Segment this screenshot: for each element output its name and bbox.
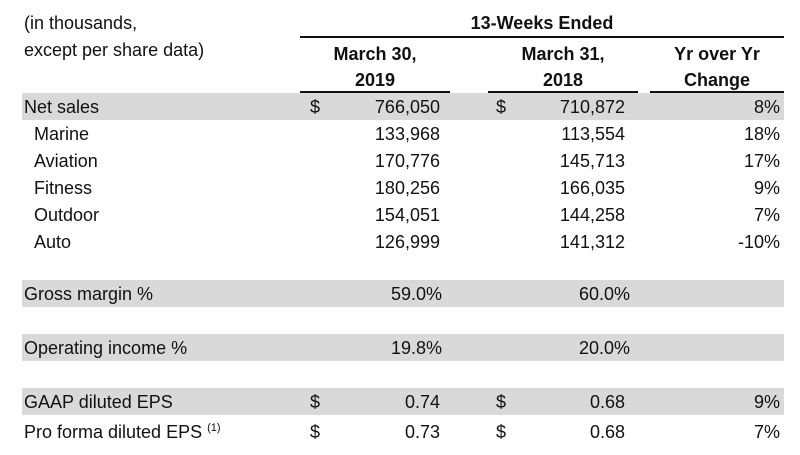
net-sales-row-bg (22, 93, 784, 120)
marine-change: 18% (743, 124, 780, 144)
proforma-eps-2018-value: 0.68 (589, 422, 625, 442)
net-sales-2019-currency: $ (310, 97, 321, 117)
proforma-eps-change: 7% (753, 422, 780, 442)
gaap-eps-2019-value: 0.74 (404, 392, 440, 412)
fitness-2018-value: 166,035 (559, 178, 625, 198)
gaap-eps-change: 9% (753, 392, 780, 412)
marine-label: Marine (34, 124, 90, 144)
outdoor-change: 7% (753, 205, 780, 225)
outdoor-label: Outdoor (34, 205, 100, 225)
net-sales-change: 8% (753, 97, 780, 117)
gross-margin-row-bg (22, 280, 784, 307)
period-rule (300, 36, 784, 38)
col-2019-header-line2: 2019 (354, 70, 396, 90)
units-note-line1: (in thousands, (24, 13, 138, 33)
operating-income-row-bg (22, 334, 784, 361)
net-sales-label: Net sales (24, 97, 100, 117)
net-sales-2019-value: 766,050 (374, 97, 440, 117)
gaap-eps-2019-currency: $ (310, 392, 321, 412)
period-title: 13-Weeks Ended (470, 13, 614, 33)
proforma-eps-label-text: Pro forma diluted EPS (24, 422, 203, 442)
aviation-label: Aviation (34, 151, 98, 171)
net-sales-2018-currency: $ (496, 97, 507, 117)
gross-margin-2018-value: 60.0% (578, 284, 630, 304)
proforma-eps-footnote: (1) (207, 422, 221, 434)
gaap-eps-2018-currency: $ (496, 392, 507, 412)
gross-margin-label: Gross margin % (24, 284, 154, 304)
col-change-rule (650, 91, 784, 93)
outdoor-2019-value: 154,051 (374, 205, 440, 225)
col-2019-rule (300, 91, 450, 93)
marine-2019-value: 133,968 (374, 124, 440, 144)
aviation-2018-value: 145,713 (559, 151, 625, 171)
marine-2018-value: 113,554 (561, 124, 625, 144)
fitness-label: Fitness (34, 178, 93, 198)
fitness-change: 9% (753, 178, 780, 198)
proforma-eps-2019-currency: $ (310, 422, 321, 442)
col-change-header-line1: Yr over Yr (674, 44, 760, 64)
auto-label: Auto (34, 232, 72, 252)
gaap-eps-label: GAAP diluted EPS (24, 392, 173, 412)
auto-change: -10% (737, 232, 780, 252)
operating-income-2019-value: 19.8% (390, 338, 442, 358)
outdoor-2018-value: 144,258 (559, 205, 625, 225)
aviation-change: 17% (743, 151, 780, 171)
col-2018-header-line2: 2018 (542, 70, 584, 90)
col-change-header-line2: Change (683, 70, 750, 90)
col-2018-rule (488, 91, 638, 93)
units-note-line2: except per share data) (24, 40, 205, 60)
gross-margin-2019-value: 59.0% (390, 284, 442, 304)
gaap-eps-2018-value: 0.68 (589, 392, 625, 412)
fitness-2019-value: 180,256 (374, 178, 440, 198)
proforma-eps-2019-value: 0.73 (404, 422, 440, 442)
col-2018-header-line1: March 31, (521, 44, 605, 64)
auto-2019-value: 126,999 (374, 232, 440, 252)
col-2019-header-line1: March 30, (333, 44, 417, 64)
net-sales-2018-value: 710,872 (559, 97, 625, 117)
operating-income-label: Operating income % (24, 338, 188, 358)
operating-income-2018-value: 20.0% (578, 338, 630, 358)
gaap-eps-row-bg (22, 388, 784, 415)
proforma-eps-label: Pro forma diluted EPS (1) (24, 420, 221, 444)
proforma-eps-2018-currency: $ (496, 422, 507, 442)
auto-2018-value: 141,312 (559, 232, 625, 252)
aviation-2019-value: 170,776 (374, 151, 440, 171)
